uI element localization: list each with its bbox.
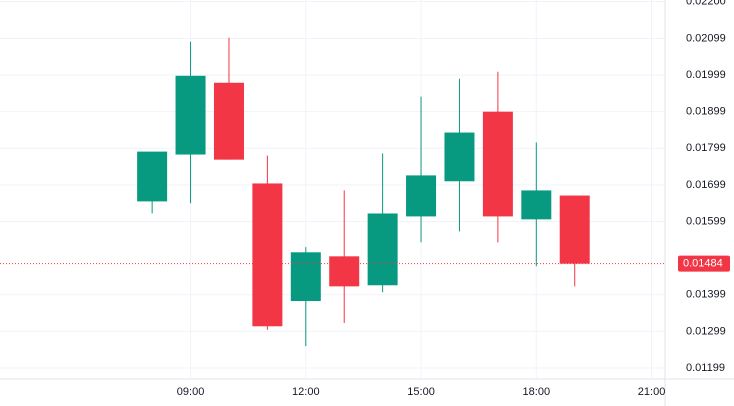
last-price-tag: [678, 255, 730, 272]
y-tick-label: 0.01999: [686, 69, 726, 81]
candle-body: [252, 183, 283, 327]
candle-body: [521, 190, 552, 220]
y-tick-label: 0.01399: [686, 289, 726, 301]
candle-body: [290, 252, 321, 302]
candle-body: [482, 111, 513, 217]
x-tick-label: 09:00: [177, 386, 205, 398]
y-tick-label: 0.01699: [686, 179, 726, 191]
y-tick-label: 0.01899: [686, 106, 726, 118]
x-tick-label: 18:00: [523, 386, 551, 398]
candle-body: [213, 82, 244, 160]
y-tick-label: 0.02200: [686, 0, 726, 7]
candle-body: [175, 75, 206, 155]
x-tick-label: 15:00: [407, 386, 435, 398]
y-tick-label: 0.01799: [686, 142, 726, 154]
candle-body: [444, 132, 475, 182]
candle-body: [559, 195, 590, 264]
candle-body: [329, 256, 360, 287]
candle-body: [406, 175, 437, 217]
y-tick-label: 0.01199: [686, 362, 725, 374]
candle-body: [367, 213, 398, 286]
y-tick-label: 0.02099: [686, 32, 726, 44]
x-tick-label: 12:00: [292, 386, 320, 398]
last-price-label: 0.01484: [683, 258, 723, 270]
y-tick-label: 0.01599: [686, 215, 726, 227]
x-tick-label: 21:00: [638, 386, 666, 398]
candle-body: [137, 151, 168, 202]
y-tick-label: 0.01299: [686, 325, 726, 337]
